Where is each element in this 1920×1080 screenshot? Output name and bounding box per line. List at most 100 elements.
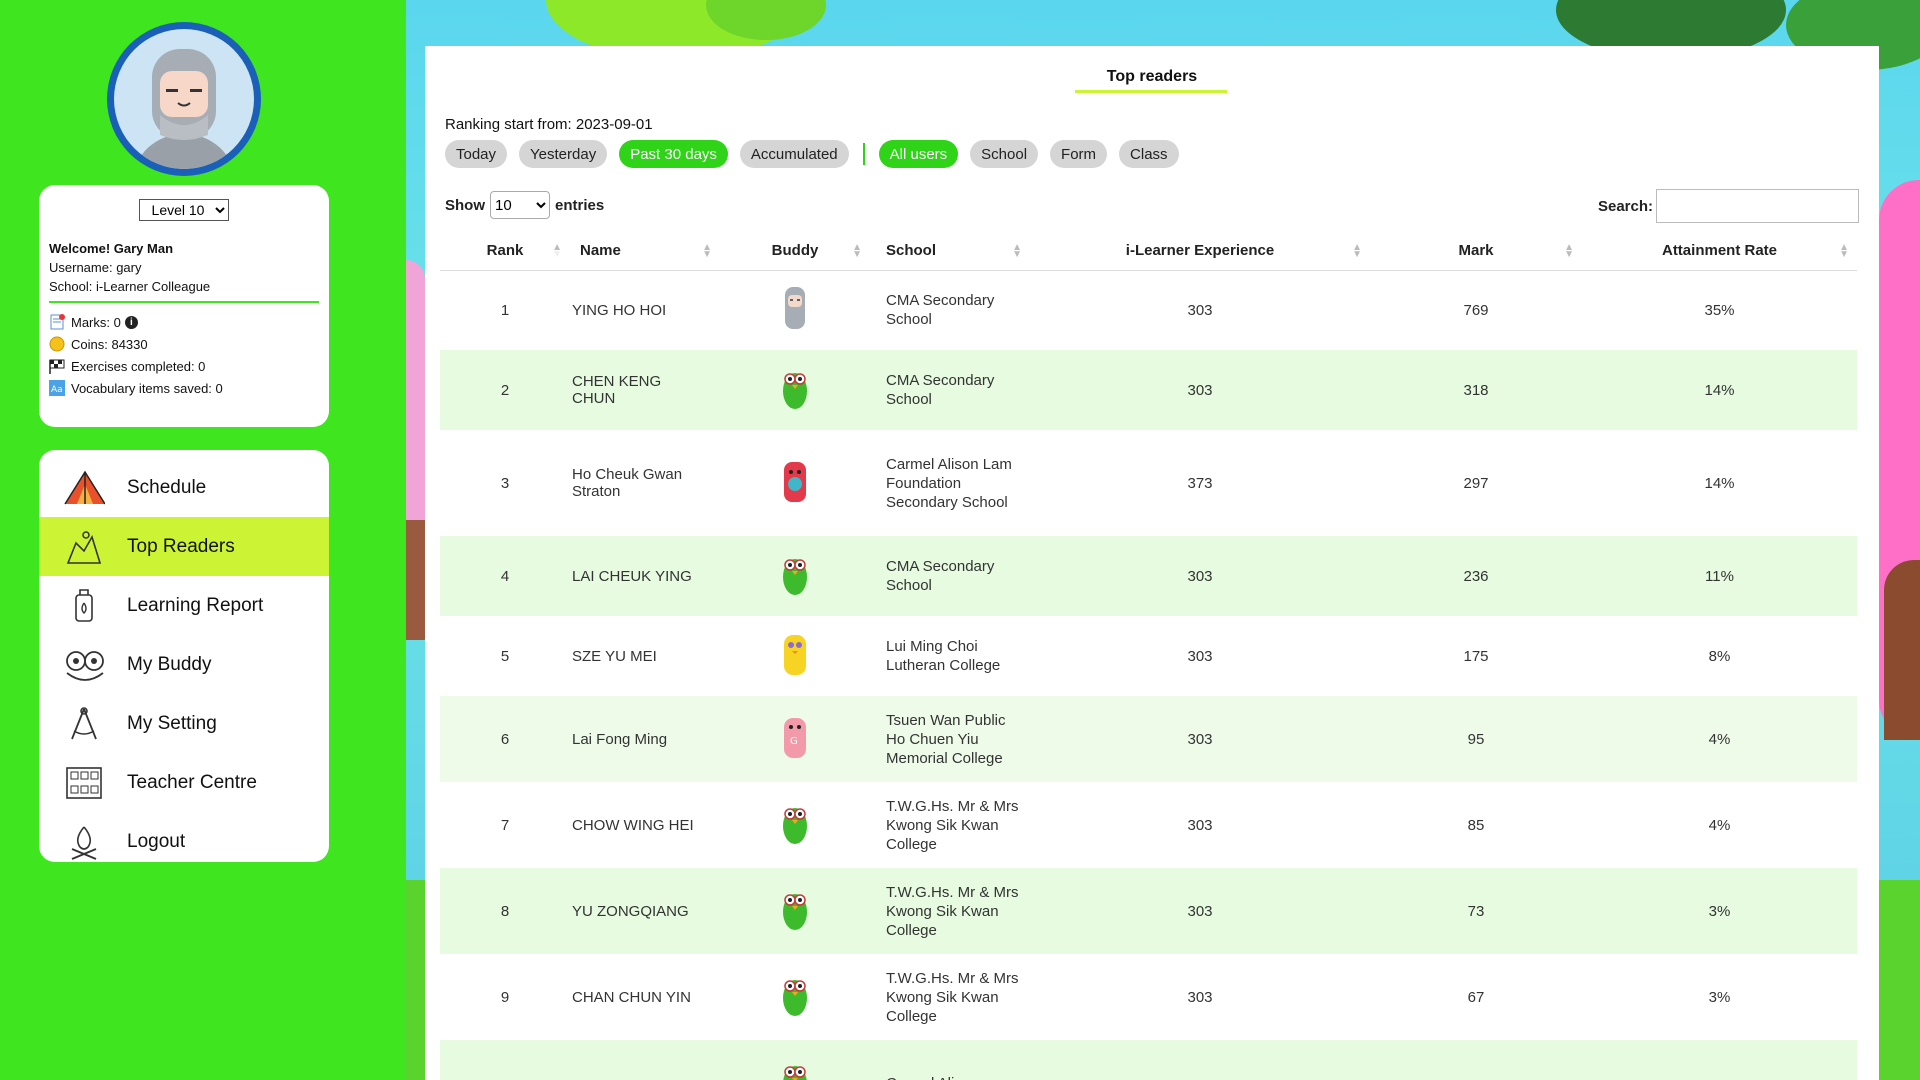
lantern-icon bbox=[63, 586, 105, 626]
search-label: Search: bbox=[1597, 197, 1653, 215]
experience-cell: 303 bbox=[1187, 567, 1213, 585]
header-school[interactable]: School ▲ ▼ bbox=[870, 232, 1030, 271]
buddy-green-owl-icon bbox=[781, 800, 809, 846]
filter-today[interactable]: Today bbox=[445, 140, 508, 168]
sort-icon: ▲ ▼ bbox=[1564, 242, 1574, 260]
search-input[interactable] bbox=[1656, 189, 1859, 223]
table-row[interactable]: 4 LAI CHEUK YING CMA Secondary School 303 23… bbox=[440, 536, 1857, 616]
table-row[interactable]: 5 SZE YU MEI Lui Ming Choi Lutheran Colleg… bbox=[440, 616, 1857, 696]
header-experience[interactable]: i-Learner Experience ▲ ▼ bbox=[1030, 232, 1370, 271]
campfire-icon bbox=[63, 822, 105, 862]
buddy-cell bbox=[720, 350, 870, 430]
vocab-icon: Aa bbox=[49, 380, 65, 396]
sort-icon: ▲ ▼ bbox=[1839, 242, 1849, 260]
buddy-cell bbox=[720, 782, 870, 868]
nav-teacher-centre[interactable]: Teacher Centre bbox=[39, 753, 329, 812]
attainment-cell: 3% bbox=[1708, 902, 1731, 920]
buddy-cell bbox=[720, 868, 870, 954]
table-row[interactable]: 3 Ho Cheuk Gwan Straton Carmel Alison Lam … bbox=[440, 430, 1857, 536]
header-buddy[interactable]: Buddy ▲ ▼ bbox=[720, 232, 870, 271]
experience-cell: 303 bbox=[1187, 381, 1213, 399]
filter-separator bbox=[862, 143, 865, 165]
mark-cell: 85 bbox=[1467, 816, 1485, 834]
rank-cell: 7 bbox=[500, 816, 510, 834]
nav-my-buddy[interactable]: My Buddy bbox=[39, 635, 329, 694]
attainment-cell: 35% bbox=[1704, 301, 1735, 319]
rank-cell: 9 bbox=[500, 988, 510, 1006]
filter-past-30-days[interactable]: Past 30 days bbox=[619, 140, 728, 168]
username-text: Username: gary bbox=[49, 260, 142, 275]
filter-school[interactable]: School bbox=[970, 140, 1039, 168]
name-cell: CHEN KENG CHUN bbox=[572, 373, 662, 407]
buddy-green-owl-icon bbox=[781, 365, 809, 411]
table-row[interactable]: Carmel Alison bbox=[440, 1040, 1857, 1080]
sort-icon: ▲ ▼ bbox=[1012, 242, 1022, 260]
rank-cell bbox=[440, 1040, 570, 1080]
table-row[interactable]: 6 Lai Fong Ming G Tsuen Wan Public Ho Chuen… bbox=[440, 696, 1857, 782]
rank-cell: 4 bbox=[500, 567, 510, 585]
buddy-cell bbox=[720, 270, 870, 350]
name-cell: YING HO HOI bbox=[572, 301, 667, 319]
profile-card: Level 10 Welcome! Gary Man Username: gar… bbox=[39, 185, 329, 427]
nav-top-readers[interactable]: Top Readers bbox=[39, 517, 329, 576]
nav-my-setting[interactable]: My Setting bbox=[39, 694, 329, 753]
mark-cell: 236 bbox=[1463, 567, 1489, 585]
marks-stat: Marks: 0 i bbox=[49, 311, 319, 333]
rank-cell: 8 bbox=[500, 902, 510, 920]
owl-icon bbox=[63, 645, 105, 685]
coin-icon bbox=[49, 336, 65, 352]
filter-accumulated[interactable]: Accumulated bbox=[739, 140, 849, 168]
table-row[interactable]: 2 CHEN KENG CHUN CMA Secondary School 303 31… bbox=[440, 350, 1857, 430]
welcome-text: Welcome! Gary Man bbox=[49, 241, 174, 256]
attainment-cell: 4% bbox=[1582, 696, 1857, 782]
name-cell: Lai Fong Ming bbox=[570, 696, 720, 782]
avatar[interactable] bbox=[107, 22, 261, 176]
experience-cell bbox=[1030, 1040, 1370, 1080]
table-row[interactable]: 7 CHOW WING HEI T.W.G.Hs. Mr & Mrs Kwong S… bbox=[440, 782, 1857, 868]
rank-cell: 6 bbox=[440, 696, 570, 782]
header-mark[interactable]: Mark ▲ ▼ bbox=[1370, 232, 1582, 271]
buddy-cell bbox=[720, 430, 870, 536]
sidebar: Level 10 Welcome! Gary Man Username: gar… bbox=[0, 0, 406, 1080]
svg-text:Aa: Aa bbox=[51, 385, 63, 395]
table-row[interactable]: 8 YU ZONGQIANG T.W.G.Hs. Mr & Mrs Kwong Si… bbox=[440, 868, 1857, 954]
attainment-cell: 14% bbox=[1704, 474, 1735, 492]
info-icon[interactable]: i bbox=[124, 315, 138, 329]
experience-cell: 303 bbox=[1187, 647, 1213, 665]
exercises-stat: Exercises completed: 0 bbox=[49, 355, 319, 377]
nav-schedule[interactable]: Schedule bbox=[39, 458, 329, 517]
table-row[interactable]: 1 YING HO HOI CMA Secondary School 303 769 35… bbox=[440, 270, 1857, 350]
entries-select[interactable]: 10 bbox=[490, 191, 550, 219]
buddy-cell bbox=[720, 954, 870, 1040]
name-cell: LAI CHEUK YING bbox=[572, 567, 692, 585]
nav-logout[interactable]: Logout bbox=[39, 812, 329, 862]
mark-cell: 318 bbox=[1463, 381, 1489, 399]
sort-asc-icon: ▲ ▼ bbox=[552, 242, 562, 260]
filter-class[interactable]: Class bbox=[1119, 140, 1179, 168]
podium-icon bbox=[63, 527, 105, 567]
panel-title: Top readers bbox=[1106, 68, 1198, 85]
filter-yesterday[interactable]: Yesterday bbox=[519, 140, 608, 168]
school-cell: T.W.G.Hs. Mr & Mrs Kwong Sik Kwan Colleg… bbox=[886, 797, 1019, 853]
attainment-cell: 3% bbox=[1708, 988, 1731, 1006]
table-row[interactable]: 9 CHAN CHUN YIN T.W.G.Hs. Mr & Mrs Kwong S… bbox=[440, 954, 1857, 1040]
vocab-stat: Aa Vocabulary items saved: 0 bbox=[49, 380, 223, 396]
school-cell: CMA Secondary School bbox=[886, 558, 995, 594]
buddy-grey-bunny-icon bbox=[781, 285, 809, 331]
buddy-pink-pig-icon: G bbox=[781, 714, 809, 760]
school-text: School: i-Learner Colleague bbox=[49, 279, 211, 294]
filter-form[interactable]: Form bbox=[1050, 140, 1108, 168]
header-name[interactable]: Name ▲ ▼ bbox=[570, 232, 720, 271]
filter-all-users[interactable]: All users bbox=[878, 140, 959, 168]
header-attainment[interactable]: Attainment Rate ▲ ▼ bbox=[1582, 232, 1857, 271]
nav-learning-report[interactable]: Learning Report bbox=[39, 576, 329, 635]
header-rank[interactable]: Rank ▲ ▼ bbox=[440, 232, 570, 271]
name-cell: YU ZONGQIANG bbox=[572, 902, 689, 920]
svg-text:G: G bbox=[790, 736, 798, 747]
buddy-red-bear-icon bbox=[781, 458, 809, 504]
coins-stat: Coins: 84330 bbox=[49, 333, 319, 355]
mark-cell: 297 bbox=[1463, 474, 1489, 492]
level-select[interactable]: Level 10 bbox=[139, 199, 229, 221]
top-readers-panel: Top readers Ranking start from: 2023-09-… bbox=[425, 46, 1879, 1080]
experience-cell: 303 bbox=[1187, 988, 1213, 1006]
